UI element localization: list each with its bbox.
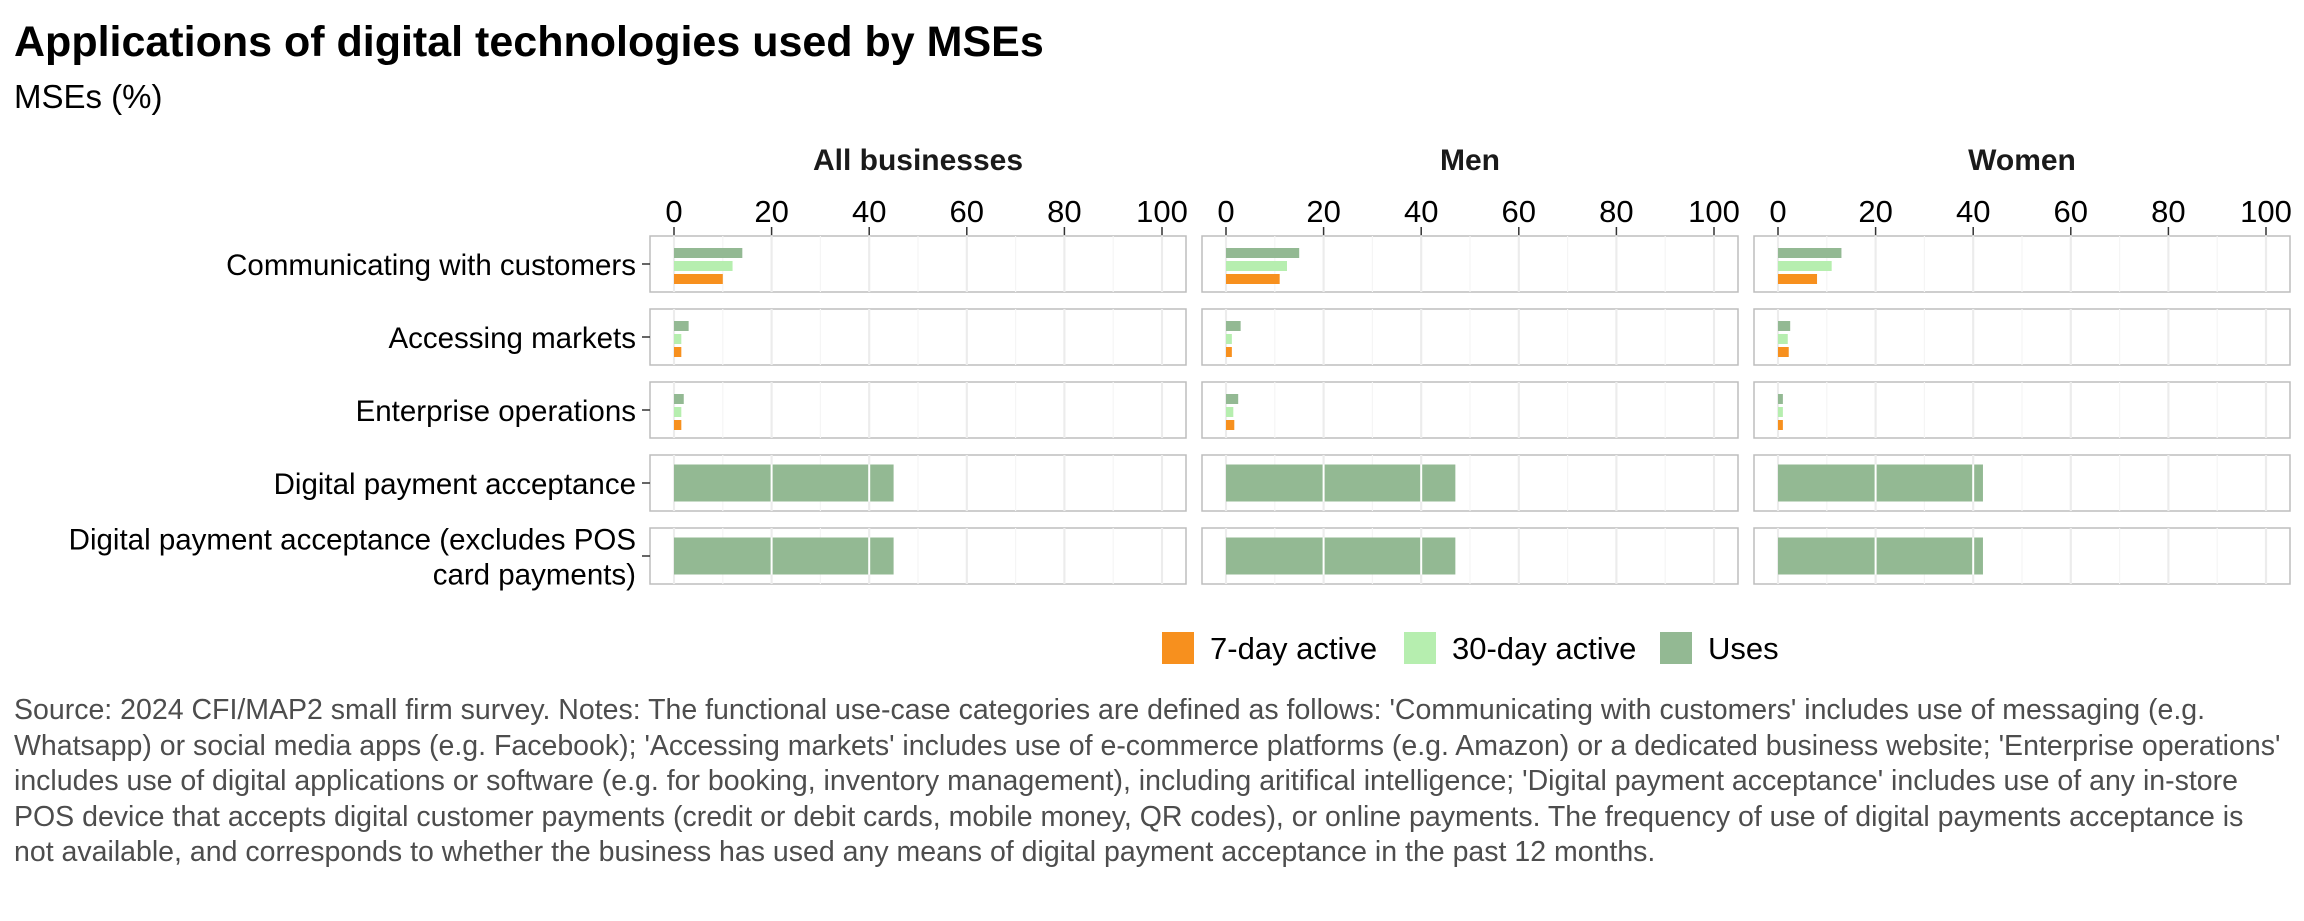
y-category-label: Digital payment acceptance <box>274 468 636 501</box>
x-tick-label: 20 <box>1858 194 1892 229</box>
legend-label: 7-day active <box>1210 631 1377 666</box>
bar <box>1778 407 1783 417</box>
bar <box>1778 261 1832 271</box>
panel-strip-label: Women <box>1968 144 2076 177</box>
bar <box>674 334 682 344</box>
legend-swatch <box>1660 632 1692 664</box>
bar <box>1778 248 1842 258</box>
bar <box>1778 347 1789 357</box>
bar <box>674 407 682 417</box>
panel-strip-label: Men <box>1440 144 1500 177</box>
x-tick-label: 40 <box>852 194 886 229</box>
y-category-label: Digital payment acceptance (excludes POS <box>69 524 636 557</box>
bar <box>674 321 689 331</box>
bar <box>1226 394 1239 404</box>
bar <box>1778 321 1791 331</box>
bar <box>674 464 894 502</box>
bar <box>1226 274 1280 284</box>
bar <box>674 347 682 357</box>
bar <box>1226 420 1235 430</box>
bar <box>1226 537 1456 575</box>
x-tick-label: 80 <box>2151 194 2185 229</box>
legend-label: 30-day active <box>1452 631 1636 666</box>
x-tick-label: 100 <box>2240 194 2292 229</box>
bar <box>674 248 743 258</box>
bar <box>1778 420 1783 430</box>
chart-title: Applications of digital technologies use… <box>14 18 1044 66</box>
legend-label: Uses <box>1708 631 1779 666</box>
x-tick-label: 100 <box>1688 194 1740 229</box>
x-tick-label: 40 <box>1956 194 1990 229</box>
faceted-bar-chart: All businesses 0 20 40 60 80 100 Men 0 20 40 60 80 10… <box>69 144 2292 666</box>
bar <box>1778 274 1818 284</box>
bar <box>1226 261 1287 271</box>
bar <box>1226 407 1234 417</box>
x-tick-label: 20 <box>754 194 788 229</box>
y-category-label: Communicating with customers <box>226 249 636 282</box>
x-tick-label: 0 <box>1217 194 1234 229</box>
bar <box>1778 464 1983 502</box>
bar <box>1778 334 1788 344</box>
bar <box>674 274 723 284</box>
y-category-label: Accessing markets <box>388 322 636 355</box>
bar <box>1226 347 1232 357</box>
x-tick-label: 80 <box>1599 194 1633 229</box>
legend-swatch <box>1162 632 1194 664</box>
bar <box>1226 248 1300 258</box>
bar <box>674 261 733 271</box>
chart-subtitle: MSEs (%) <box>14 78 163 115</box>
bar <box>1778 394 1783 404</box>
bar <box>674 394 684 404</box>
bar <box>674 537 894 575</box>
source-note: Source: 2024 CFI/MAP2 small firm survey.… <box>14 694 2281 868</box>
x-tick-label: 60 <box>950 194 984 229</box>
x-tick-label: 100 <box>1136 194 1188 229</box>
bar <box>1226 321 1241 331</box>
x-tick-label: 60 <box>1502 194 1536 229</box>
legend-swatch <box>1404 632 1436 664</box>
x-tick-label: 0 <box>665 194 682 229</box>
bar <box>674 420 682 430</box>
bar <box>1226 464 1456 502</box>
x-tick-label: 20 <box>1306 194 1340 229</box>
y-category-label: Enterprise operations <box>356 395 636 428</box>
bar <box>1778 537 1983 575</box>
x-tick-label: 60 <box>2054 194 2088 229</box>
panel-strip-label: All businesses <box>813 144 1023 177</box>
y-category-label: card payments) <box>433 559 636 592</box>
x-tick-label: 80 <box>1047 194 1081 229</box>
x-tick-label: 40 <box>1404 194 1438 229</box>
x-tick-label: 0 <box>1769 194 1786 229</box>
bar <box>1226 334 1232 344</box>
